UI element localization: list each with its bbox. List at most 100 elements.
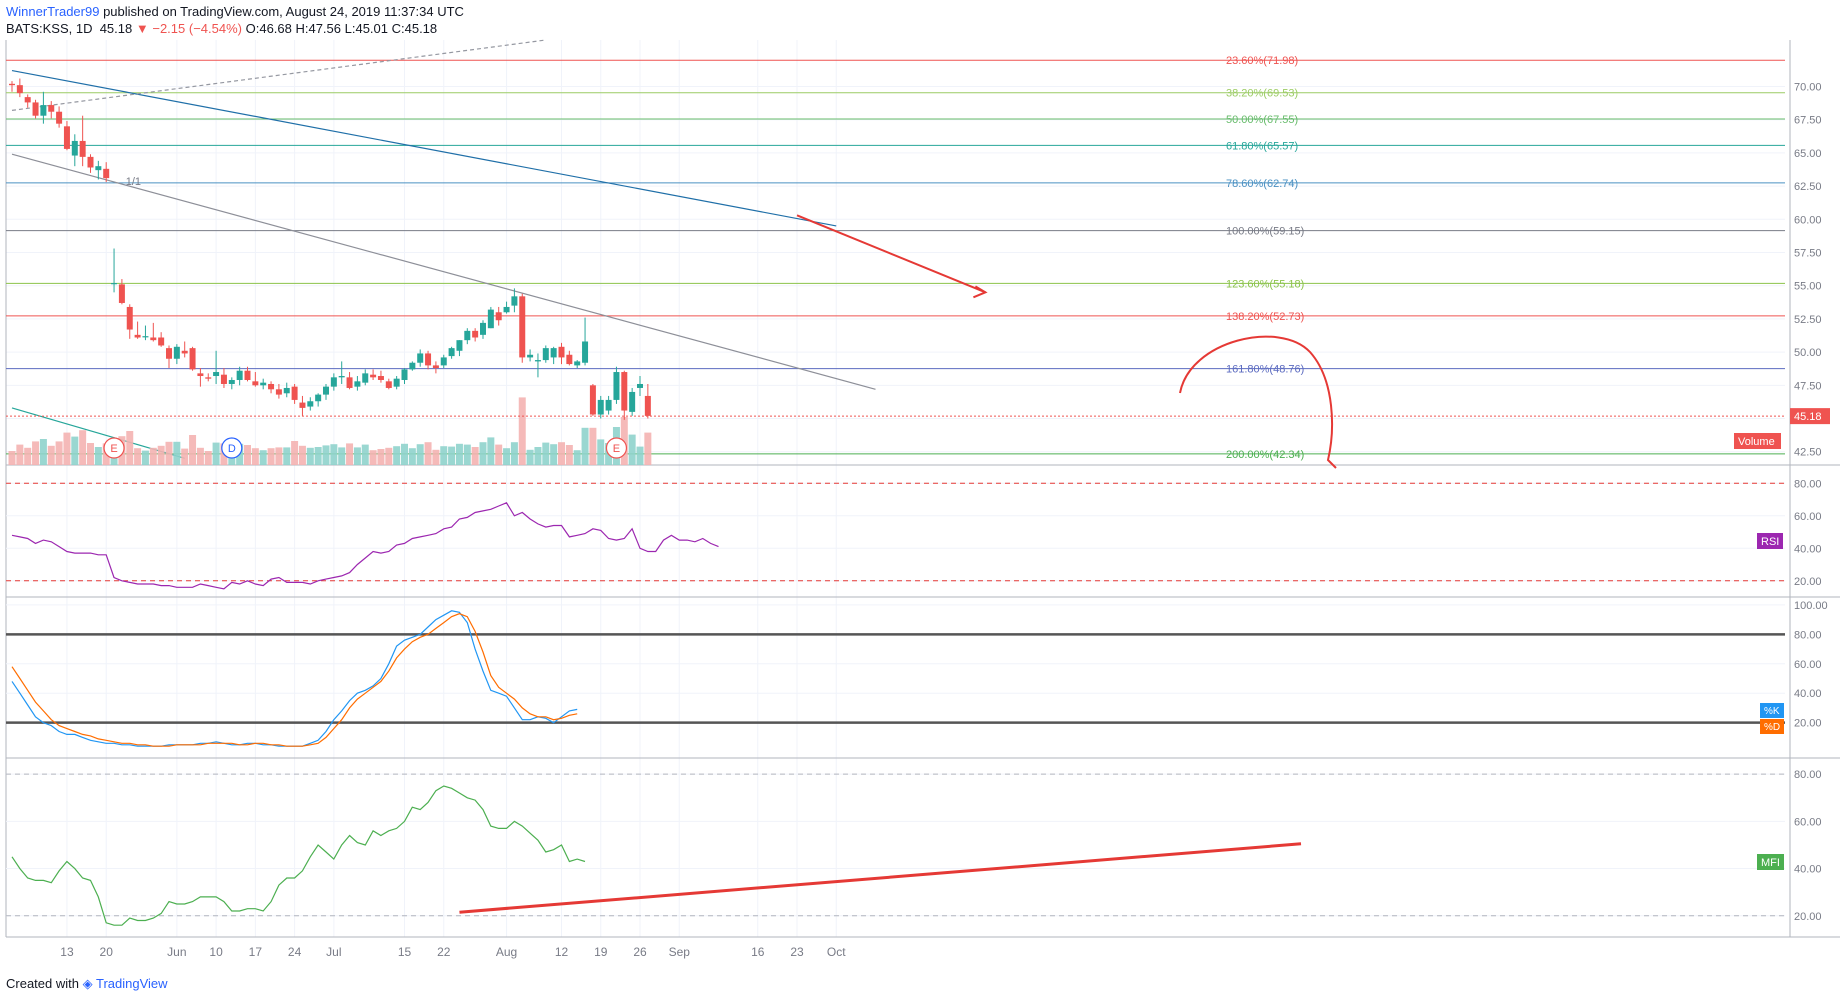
x-tick-label-6: Jul [326,945,341,959]
x-tick-label-4: 17 [249,945,263,959]
volume-bar-38 [306,447,314,465]
price-tick-label-10: 67.50 [1794,115,1822,127]
candle-body-43 [346,377,353,388]
volume-bar-44 [353,447,361,465]
candle-body-54 [432,365,439,369]
candle-body-24 [197,373,204,377]
volume-bar-20 [165,441,173,465]
price-tick-label-7: 60.00 [1794,214,1822,226]
trendline-blue [11,69,837,227]
candle-21 [173,344,180,365]
fib-label-2: 50.00%(67.55) [1226,114,1298,126]
footer: Created with ◈ TradingView [6,976,168,992]
volume-bar-54 [432,449,440,465]
candle-body-37 [299,402,306,408]
tradingview-logo-icon[interactable]: ◈ TradingView [82,976,168,991]
event-marker-1 [221,437,243,459]
candle-body-23 [189,348,196,370]
candle-55 [440,354,447,369]
candle-body-19 [158,337,165,346]
price-tick-label-6: 57.50 [1794,248,1822,260]
candle-74 [589,383,596,416]
mfi-badge [1757,854,1784,870]
rsi-tick-label-1: 40.00 [1794,543,1822,555]
stoch-tick-label-0: 20.00 [1794,718,1822,730]
x-tick-label-15: 23 [790,945,804,959]
candle-15 [126,304,133,339]
rsi-tick-label-2: 60.00 [1794,511,1822,523]
volume-bar-17 [141,450,149,465]
candle-57 [456,340,463,357]
candle-body-11 [95,166,102,171]
stoch-badge-1 [1760,719,1784,734]
symbol-name[interactable]: BATS:KSS, 1D [6,21,93,36]
candle-31 [252,372,259,387]
trendline-dashed [11,39,546,111]
x-tick-label-9: Aug [496,945,517,959]
candle-body-30 [244,370,251,380]
candle-body-12 [103,168,110,179]
candle-77 [613,366,620,404]
candle-body-52 [417,353,424,363]
candle-body-10 [87,156,94,168]
candle-62 [495,306,502,326]
volume-bar-10 [87,443,94,465]
candle-body-53 [425,353,432,366]
price-tick-label-0: 42.50 [1794,447,1822,459]
volume-bar-73 [581,427,589,465]
candle-body-44 [354,381,361,387]
candle-72 [574,360,581,369]
candle-27 [220,368,227,388]
volume-bar-63 [503,448,511,465]
x-tick-label-11: 19 [594,945,608,959]
last-price: 45.18 [99,21,133,36]
volume-bar-48 [385,447,393,465]
volume-bar-72 [573,450,581,465]
candle-48 [385,378,392,390]
volume-bar-55 [440,446,448,465]
volume-bar-34 [275,447,283,465]
volume-bar-70 [558,442,565,465]
candle-20 [166,345,172,369]
volume-bar-68 [542,442,550,465]
volume-bar-64 [510,442,518,465]
x-tick-label-0: 13 [60,945,74,959]
candle-67 [534,353,541,378]
candle-body-47 [377,376,384,380]
candle-22 [181,341,188,358]
candle-37 [299,395,306,416]
volume-bar-71 [565,445,573,465]
mfi-tick-label-2: 60.00 [1794,816,1822,828]
candle-10 [87,154,94,173]
x-tick-label-3: 10 [209,945,223,959]
candle-body-32 [260,382,267,386]
volume-bar-69 [550,444,558,465]
rsi-tick-label-3: 80.00 [1794,478,1822,490]
candle-body-0 [9,83,15,86]
candle-body-50 [401,369,408,380]
volume-bar-41 [330,444,338,465]
publisher-name[interactable]: WinnerTrader99 [6,4,100,19]
candle-18 [150,322,157,342]
candle-14 [118,279,125,305]
candle-71 [566,350,573,366]
candle-body-61 [487,309,494,329]
volume-bar-43 [346,443,354,465]
candle-body-36 [291,386,298,400]
candle-body-1 [16,85,23,94]
candle-body-77 [613,372,620,400]
candle-36 [291,383,298,404]
volume-bar-75 [597,439,605,465]
mfi-line [11,785,586,926]
event-marker-2 [605,437,628,459]
stoch-badge-0 [1760,703,1784,718]
candle-79 [629,387,636,416]
volume-bar-2 [24,447,32,465]
candle-4 [40,91,47,124]
x-tick-label-8: 22 [437,945,451,959]
candle-body-39 [315,394,322,402]
candle-32 [260,378,267,390]
volume-bar-57 [455,443,463,465]
candle-69 [550,346,557,365]
